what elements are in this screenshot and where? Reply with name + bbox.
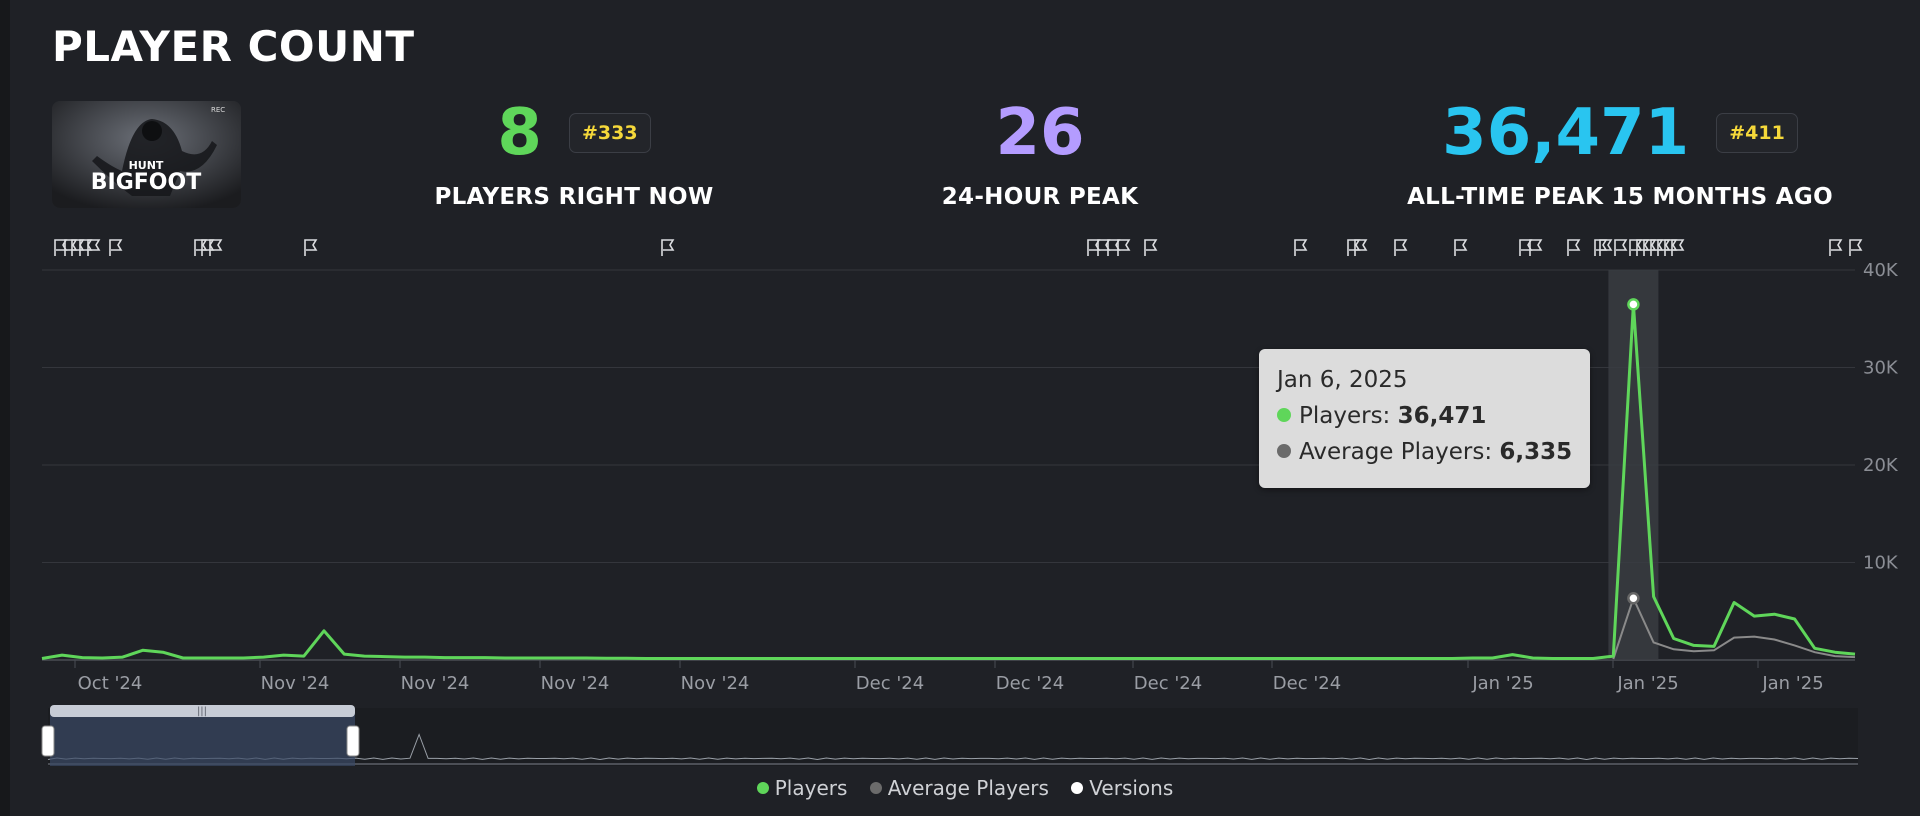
y-tick-label: 30K	[1863, 358, 1899, 379]
players-dot-icon	[1277, 408, 1291, 422]
tooltip-average-value: 6,335	[1499, 439, 1573, 465]
all-time-peak-value: 36,471	[1442, 96, 1690, 170]
x-tick-label: Jan '25	[1616, 673, 1678, 694]
players-line	[41, 302, 1856, 660]
player-count-panel: PLAYER COUNT REC HUNT BIGFOOT 8 #333 PLA…	[10, 0, 1920, 816]
legend-versions[interactable]: Versions	[1071, 776, 1173, 800]
x-tick-label: Dec '24	[1273, 673, 1341, 694]
current-players-value: 8	[497, 96, 542, 170]
tooltip-players-row: Players: 36,471	[1277, 403, 1486, 429]
player-count-chart[interactable]: 40K 30K 20K 10K Oct '24 Nov '24 Nov '24 Nov '24…	[10, 0, 1920, 816]
players-hover-point	[1627, 298, 1640, 311]
version-flag-icon[interactable]	[1454, 239, 1468, 256]
tooltip-players-value: 36,471	[1397, 403, 1487, 429]
version-flag-icon[interactable]	[1354, 239, 1368, 256]
legend-average-players[interactable]: Average Players	[869, 776, 1049, 800]
version-flag-icon[interactable]	[1829, 239, 1843, 256]
version-flag-icon[interactable]	[209, 239, 223, 256]
version-flag-icon[interactable]	[1849, 239, 1863, 256]
y-tick-label: 20K	[1863, 455, 1899, 476]
x-tick-label: Dec '24	[856, 673, 924, 694]
all-time-peak-stat: 36,471 #411 ALL-TIME PEAK 15 MONTHS AGO	[1390, 96, 1850, 210]
average-players-line	[1612, 595, 1856, 660]
tooltip-players-label: Players:	[1299, 403, 1398, 429]
version-flag-icon[interactable]	[1567, 239, 1581, 256]
x-tick-label: Dec '24	[996, 673, 1064, 694]
tooltip-date: Jan 6, 2025	[1277, 367, 1408, 393]
tooltip-average-row: Average Players: 6,335	[1277, 439, 1572, 465]
x-tick-label: Nov '24	[681, 673, 750, 694]
version-flag-icon[interactable]	[1347, 239, 1361, 256]
version-flag-icon[interactable]	[109, 239, 123, 256]
svg-text:HUNT: HUNT	[129, 159, 164, 172]
legend-players-label: Players	[774, 776, 848, 800]
current-players-rank-badge[interactable]: #333	[569, 113, 651, 153]
version-flag-icon[interactable]	[1599, 239, 1613, 256]
version-flag-icon[interactable]	[194, 239, 208, 256]
x-tick-label: Oct '24	[78, 673, 143, 694]
version-flag-icon[interactable]	[1144, 239, 1158, 256]
chart-tooltip: Jan 6, 2025 Players: 36,471 Average Play…	[1259, 349, 1590, 488]
version-flag-icon[interactable]	[1629, 239, 1643, 256]
x-tick-label: Nov '24	[401, 673, 470, 694]
version-flag-icon[interactable]	[1394, 239, 1408, 256]
version-flag-icon[interactable]	[661, 239, 675, 256]
section-title: PLAYER COUNT	[52, 22, 415, 71]
x-tick-label: Jan '25	[1471, 673, 1533, 694]
game-thumbnail-image: REC HUNT BIGFOOT	[52, 101, 241, 208]
version-flag-icon[interactable]	[64, 239, 78, 256]
peak-24h-label: 24-HOUR PEAK	[941, 184, 1139, 210]
x-tick-label: Dec '24	[1134, 673, 1202, 694]
grip-icon: |||	[197, 706, 207, 717]
svg-text:REC: REC	[211, 106, 225, 114]
version-flag-icon[interactable]	[87, 239, 101, 256]
navigator-right-handle[interactable]	[346, 725, 360, 757]
version-flag-icon[interactable]	[1671, 239, 1685, 256]
navigator-selection	[50, 708, 355, 766]
current-players-stat: 8 #333 PLAYERS RIGHT NOW	[364, 96, 784, 210]
svg-text:BIGFOOT: BIGFOOT	[91, 170, 201, 195]
version-flag-icon[interactable]	[1529, 239, 1543, 256]
legend-versions-label: Versions	[1089, 776, 1174, 800]
navigator-scroll-thumb[interactable]	[50, 705, 355, 717]
y-tick-label: 10K	[1863, 553, 1899, 574]
x-tick-label: Nov '24	[261, 673, 330, 694]
all-time-peak-rank-badge[interactable]: #411	[1716, 113, 1798, 153]
x-tick-label: Jan '25	[1761, 673, 1823, 694]
x-tick-label: Nov '24	[541, 673, 610, 694]
average-legend-icon	[869, 782, 882, 794]
versions-legend-icon	[1071, 782, 1084, 794]
legend-players[interactable]: Players	[756, 776, 848, 800]
y-tick-label: 40K	[1863, 260, 1899, 281]
chart-legend: Players Average Players Versions	[10, 776, 1920, 800]
navigator-left-handle[interactable]	[41, 725, 55, 757]
all-time-peak-label: ALL-TIME PEAK 15 MONTHS AGO	[1407, 184, 1833, 210]
game-thumbnail[interactable]: REC HUNT BIGFOOT	[52, 101, 241, 208]
players-legend-icon	[756, 782, 769, 794]
legend-average-label: Average Players	[887, 776, 1049, 800]
version-flag-icon[interactable]	[1614, 239, 1628, 256]
peak-24h-value: 26	[995, 96, 1085, 170]
version-flag-icon[interactable]	[1117, 239, 1131, 256]
peak-24h-stat: 26 24-HOUR PEAK	[910, 96, 1170, 210]
version-flag-icon[interactable]	[1294, 239, 1308, 256]
version-flag-icon[interactable]	[304, 239, 318, 256]
tooltip-average-label: Average Players:	[1299, 439, 1500, 465]
average-hover-point	[1627, 591, 1640, 605]
current-players-label: PLAYERS RIGHT NOW	[434, 184, 714, 210]
average-dot-icon	[1277, 444, 1291, 458]
